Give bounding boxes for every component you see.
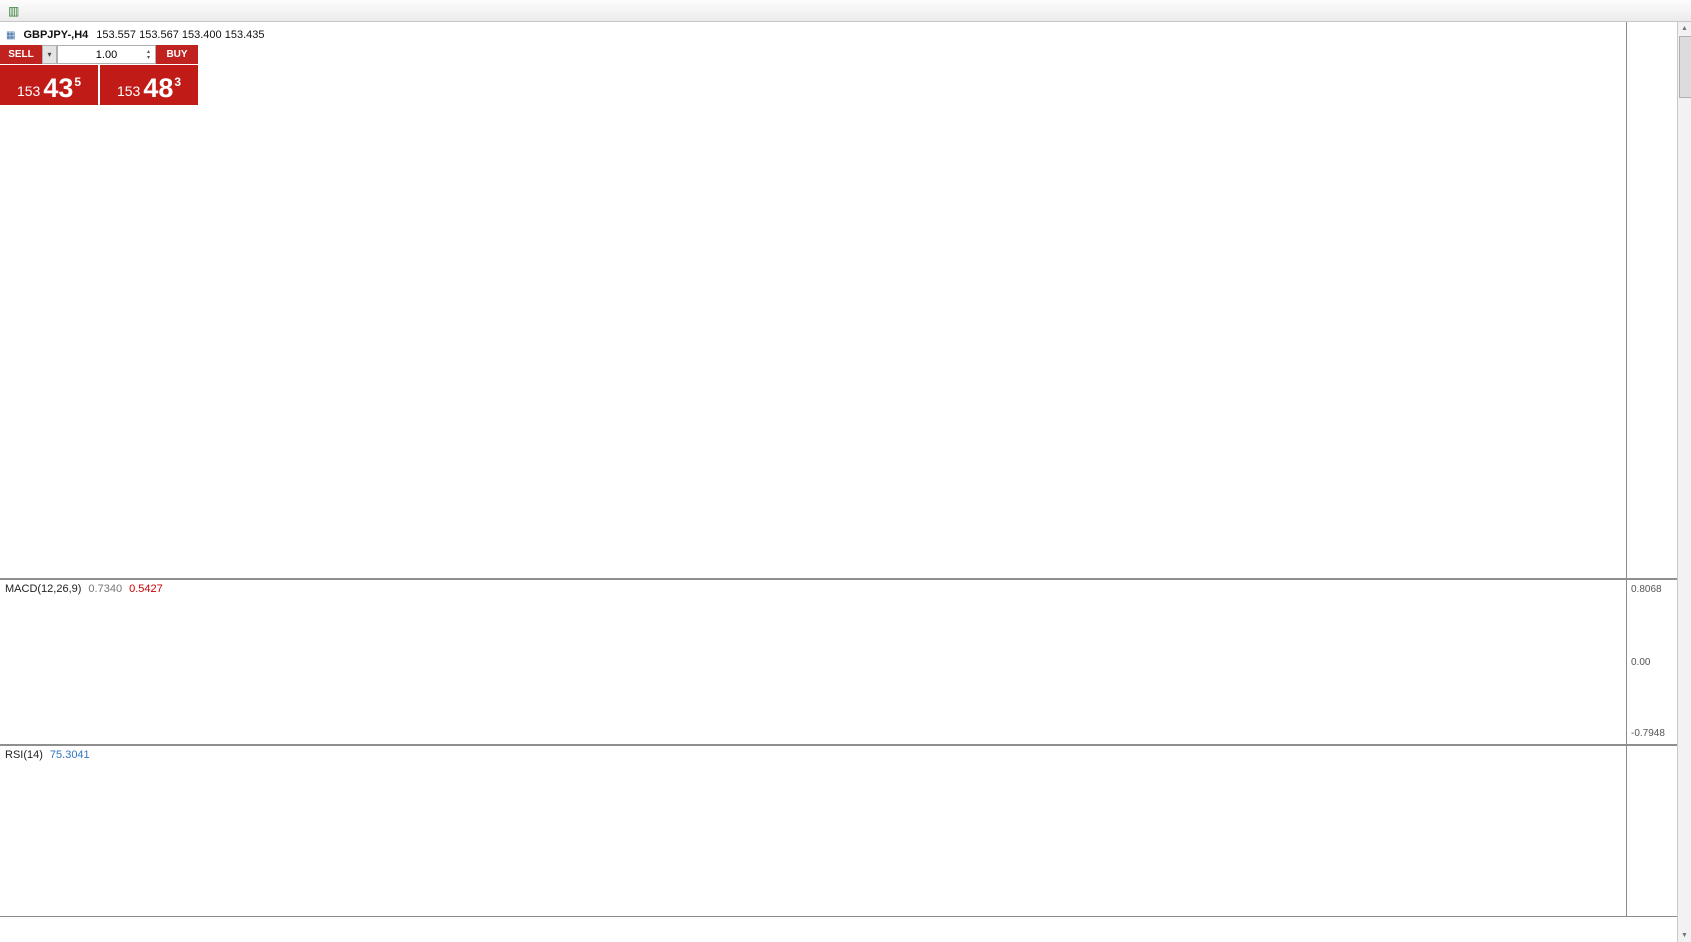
vertical-scrollbar[interactable]: ▲ ▼ bbox=[1677, 22, 1691, 942]
ask-big: 153 bbox=[116, 83, 141, 99]
macd-axis-zero: 0.00 bbox=[1631, 657, 1651, 668]
chart-symbol-ohlc: ▦ GBPJPY-,H4 153.557 153.567 153.400 153… bbox=[6, 29, 264, 41]
panel-splitter-rsi[interactable] bbox=[0, 744, 1677, 746]
new-chart-icon[interactable]: ▥ bbox=[4, 2, 23, 20]
buy-button[interactable]: BUY bbox=[156, 45, 198, 64]
macd-signal-value: 0.5427 bbox=[129, 583, 163, 595]
one-click-trading-panel: SELL ▾ 1.00 ▴ ▾ BUY 153 43 5 153 48 3 bbox=[0, 45, 198, 105]
scrollbar-thumb[interactable] bbox=[1679, 36, 1691, 98]
ohlc-values: 153.557 153.567 153.400 153.435 bbox=[96, 29, 265, 41]
volume-value: 1.00 bbox=[95, 48, 118, 61]
ask-sup: 3 bbox=[174, 75, 182, 89]
chart-icon: ▦ bbox=[6, 29, 16, 41]
new-chart-icon: ▥ bbox=[8, 3, 20, 18]
symbol-period: GBPJPY-,H4 bbox=[23, 29, 89, 41]
ask-mid: 48 bbox=[143, 73, 174, 103]
price-axis-separator bbox=[1626, 22, 1627, 916]
buy-quote-button[interactable]: 153 48 3 bbox=[100, 65, 198, 105]
scroll-down-arrow[interactable]: ▼ bbox=[1681, 932, 1688, 939]
scroll-up-arrow[interactable]: ▲ bbox=[1681, 25, 1688, 32]
rsi-value: 75.3041 bbox=[49, 749, 90, 761]
trade-quotes-row: 153 43 5 153 48 3 bbox=[0, 65, 198, 105]
spinner-up-icon[interactable]: ▴ bbox=[146, 48, 150, 55]
spinner-down-icon[interactable]: ▾ bbox=[146, 54, 150, 61]
macd-axis-max: 0.8068 bbox=[1631, 584, 1662, 595]
rsi-label-row: RSI(14) 75.3041 bbox=[5, 749, 90, 761]
order-type-dropdown[interactable]: ▾ bbox=[42, 45, 57, 64]
trade-controls-row: SELL ▾ 1.00 ▴ ▾ BUY bbox=[0, 45, 198, 64]
sell-quote-button[interactable]: 153 43 5 bbox=[0, 65, 98, 105]
main-toolbar: ▥ bbox=[0, 0, 1691, 22]
bid-big: 153 bbox=[16, 83, 41, 99]
sell-button[interactable]: SELL bbox=[0, 45, 42, 64]
macd-label: MACD(12,26,9) bbox=[5, 583, 82, 595]
bid-mid: 43 bbox=[43, 73, 74, 103]
volume-input[interactable]: 1.00 ▴ ▾ bbox=[57, 45, 156, 64]
panel-splitter-macd[interactable] bbox=[0, 578, 1677, 580]
macd-label-row: MACD(12,26,9) 0.7340 0.5427 bbox=[5, 583, 163, 595]
bid-sup: 5 bbox=[74, 75, 82, 89]
rsi-label: RSI(14) bbox=[5, 749, 43, 761]
macd-axis-min: -0.7948 bbox=[1631, 728, 1665, 739]
time-axis-separator bbox=[0, 916, 1677, 917]
macd-main-value: 0.7340 bbox=[88, 583, 123, 595]
volume-spinner[interactable]: ▴ ▾ bbox=[143, 46, 154, 63]
